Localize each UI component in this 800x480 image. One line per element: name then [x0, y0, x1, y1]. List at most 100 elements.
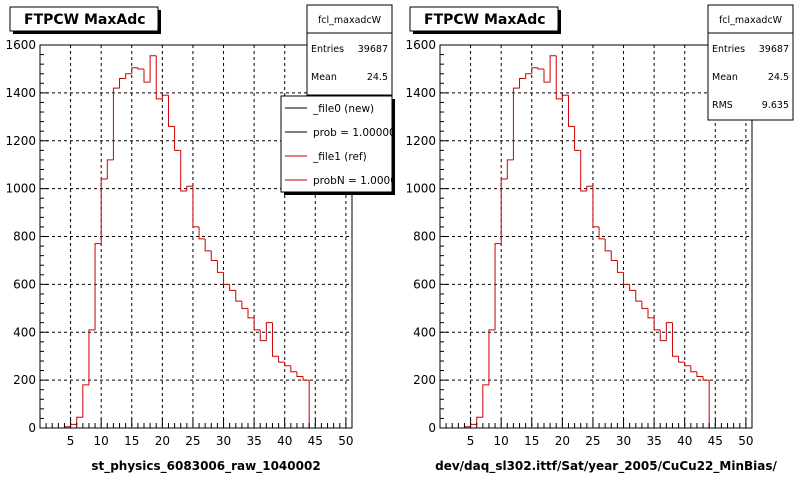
y-tick-label: 1000: [5, 182, 36, 196]
y-tick-label: 1200: [5, 134, 36, 148]
histogram-bin: [149, 55, 157, 83]
histogram-bin: [512, 87, 520, 160]
histogram-bin: [210, 250, 218, 261]
x-tick-label: 25: [185, 434, 200, 448]
stats-histogram-name: fcl_maxadcW: [719, 15, 783, 26]
histogram-bin: [494, 243, 502, 330]
histogram-bin: [635, 290, 642, 302]
histogram-bin: [610, 250, 618, 261]
histogram-bin: [567, 95, 575, 127]
histogram-bin: [500, 178, 508, 244]
histogram-bin: [488, 329, 496, 385]
histogram-bin: [223, 272, 230, 285]
stats-value: 39687: [358, 44, 388, 55]
stats-label: Mean: [311, 72, 337, 83]
x-tick-label: 30: [616, 434, 631, 448]
legend-entry: _file0 (new): [312, 103, 374, 115]
y-tick-label: 1400: [5, 86, 36, 100]
histogram-bin: [161, 94, 169, 99]
y-tick-label: 200: [13, 373, 36, 387]
histogram-bin: [88, 329, 96, 385]
histogram-bin: [684, 362, 691, 367]
histogram-bin: [537, 67, 544, 70]
histogram-bin: [623, 272, 630, 285]
legend-box: [280, 95, 393, 193]
histogram-bin: [143, 68, 151, 83]
stats-value: 24.5: [768, 72, 789, 83]
histogram-bin: [198, 226, 206, 240]
histogram-bin: [155, 55, 163, 100]
y-tick-label: 1200: [405, 134, 436, 148]
histogram-bin: [702, 376, 710, 381]
x-tick-label: 35: [246, 434, 261, 448]
x-axis-label: dev/daq_sl302.ittf/Sat/year_2005/CuCu22_…: [435, 459, 777, 474]
x-tick-label: 30: [216, 434, 231, 448]
y-tick-label: 800: [13, 230, 36, 244]
histogram-series: [463, 55, 710, 428]
histogram-bin: [598, 226, 606, 240]
histogram-bin: [506, 159, 514, 180]
y-tick-label: 400: [13, 325, 36, 339]
y-tick-label: 1600: [405, 38, 436, 52]
histogram-bin: [604, 238, 612, 252]
stats-histogram-name: fcl_maxadcW: [318, 15, 382, 26]
histogram-bin: [112, 87, 120, 160]
histogram-bin: [271, 322, 279, 357]
histogram-bin: [76, 416, 83, 425]
chart-title: FTPCW MaxAdc: [424, 12, 546, 28]
histogram-bin: [137, 67, 144, 70]
y-tick-label: 1400: [405, 86, 436, 100]
histogram-pad-1: 0 200 400 600 800 1000 1200 1400 1600 5 10 15 20 25 30…: [5, 4, 402, 474]
stats-label: Mean: [712, 72, 738, 83]
histogram-bin: [82, 384, 89, 418]
histogram-bin: [265, 322, 273, 341]
histogram-bin: [659, 329, 667, 342]
stats-value: 9.635: [762, 100, 789, 111]
y-tick-label: 600: [413, 277, 436, 291]
stats-label: RMS: [712, 100, 733, 111]
stats-label: Entries: [311, 44, 344, 55]
x-tick-label: 35: [646, 434, 661, 448]
x-tick-label: 50: [338, 434, 353, 448]
x-tick-label: 10: [94, 434, 109, 448]
histogram-bin: [131, 67, 138, 74]
histogram-bin: [241, 301, 248, 309]
x-tick-label: 45: [308, 434, 323, 448]
histogram-bin: [259, 329, 267, 342]
histogram-bin: [296, 371, 304, 378]
x-tick-label: 20: [555, 434, 570, 448]
histogram-bin: [235, 290, 242, 302]
histogram-bin: [580, 150, 587, 192]
histogram-bin: [216, 260, 224, 273]
histogram-bin: [100, 178, 108, 244]
x-tick-label: 5: [467, 434, 475, 448]
histogram-bin: [284, 362, 291, 367]
x-tick-label: 5: [67, 434, 75, 448]
histogram-series: [63, 55, 310, 428]
histogram-bin: [665, 322, 673, 341]
histogram-bin: [192, 186, 200, 228]
x-tick-label: 40: [277, 434, 292, 448]
histogram-bin: [531, 67, 538, 74]
x-axis-label: st_physics_6083006_raw_1040002: [91, 459, 320, 474]
title-box: [409, 6, 559, 32]
histogram-bin: [94, 243, 102, 330]
histogram-bin: [204, 238, 212, 252]
x-tick-label: 40: [677, 434, 692, 448]
histogram-bin: [290, 365, 297, 373]
histogram-bin: [696, 371, 704, 378]
y-tick-label: 0: [428, 421, 436, 435]
histogram-bin: [549, 55, 557, 83]
histogram-bin: [186, 185, 193, 192]
x-tick-label: 15: [124, 434, 139, 448]
x-tick-label: 50: [738, 434, 753, 448]
histogram-bin: [125, 73, 132, 79]
legend-entry: prob = 1.000000: [313, 127, 402, 139]
y-tick-label: 600: [13, 277, 36, 291]
y-tick-label: 200: [413, 373, 436, 387]
histogram-bin: [106, 159, 114, 180]
histogram-bin: [629, 284, 636, 291]
histogram-bin: [253, 317, 261, 331]
histogram-bin: [119, 78, 126, 89]
